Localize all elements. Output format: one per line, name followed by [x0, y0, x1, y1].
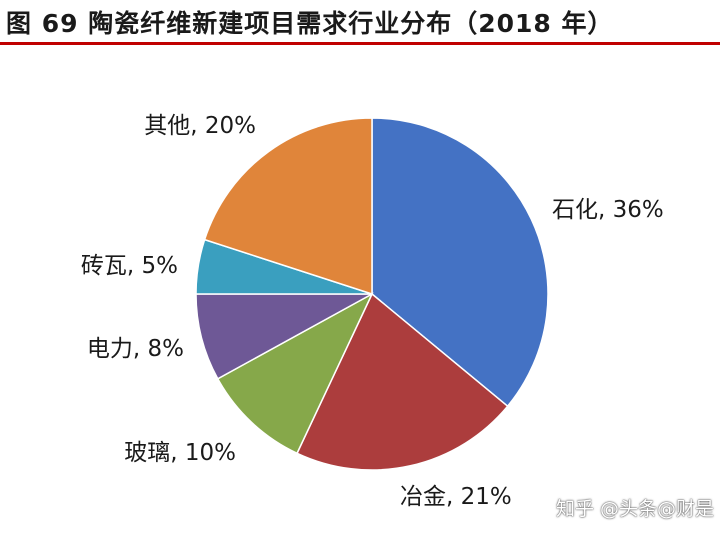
pie-slice-1: [371, 117, 549, 408]
pie-slice-3: [216, 292, 374, 455]
figure-title: 图 69 陶瓷纤维新建项目需求行业分布（2018 年）: [6, 9, 614, 38]
pie-label-3: 玻璃, 10%: [124, 440, 236, 466]
pie-label-5: 砖瓦, 5%: [81, 253, 178, 279]
pie-label-6: 其他, 20%: [144, 113, 256, 139]
pie-label-4: 电力, 8%: [87, 336, 184, 362]
pie-slice-6: [203, 117, 373, 296]
pie-labels: 石化, 36% 冶金, 21% 玻璃, 10% 电力, 8% 砖瓦, 5% 其他, 20%: [81, 113, 664, 510]
pie-slices: [195, 117, 549, 471]
pie-slice-4: [195, 293, 373, 380]
watermark: 知乎 @头条@财是: [556, 498, 715, 520]
pie-slice-2: [296, 292, 509, 471]
pie-label-2: 冶金, 21%: [400, 484, 512, 510]
pie-label-1: 石化, 36%: [552, 197, 664, 223]
title-divider: [0, 42, 720, 45]
